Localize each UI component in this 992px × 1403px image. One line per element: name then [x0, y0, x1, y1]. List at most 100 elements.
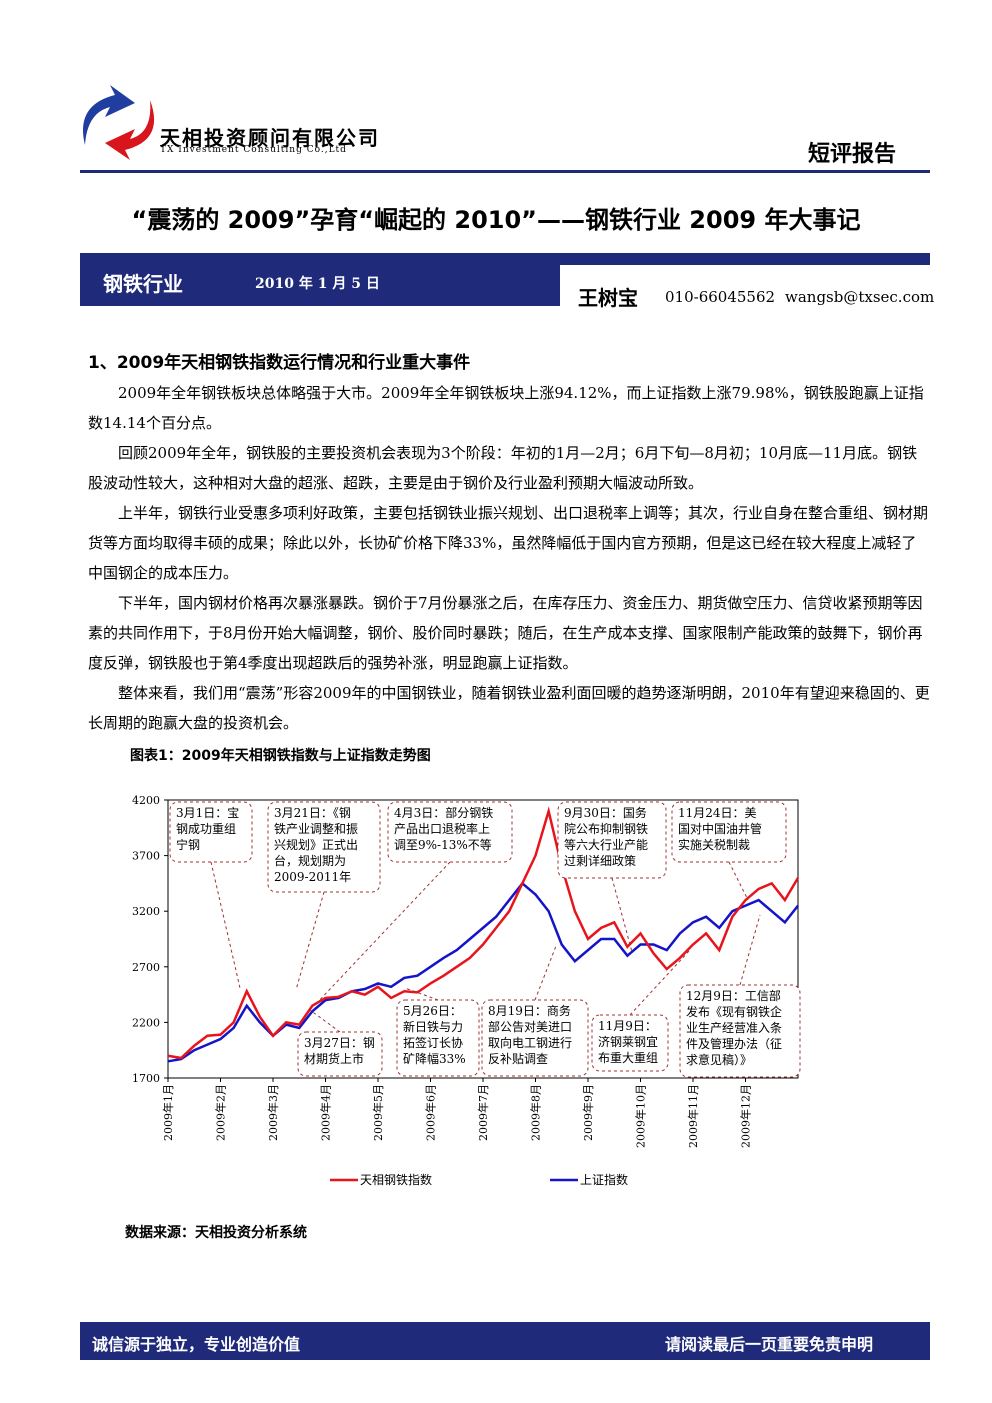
industry: 钢铁行业	[103, 272, 183, 296]
y-tick-label: 2700	[132, 961, 160, 974]
chart-title: 图表1：2009年天相钢铁指数与上证指数走势图	[130, 748, 431, 764]
annotation-text: 济钢莱钢宜	[598, 1034, 658, 1049]
paragraph: 下半年，国内钢材价格再次暴涨暴跌。钢价于7月份暴涨之后，在库存压力、资金压力、期…	[88, 594, 923, 672]
y-tick-label: 4200	[132, 794, 160, 807]
x-tick-label: 2009年9月	[581, 1084, 595, 1141]
x-tick-label: 2009年4月	[319, 1084, 333, 1141]
annotation-text: 5月26日：	[403, 1004, 462, 1018]
annotation-text: 3月1日：宝	[176, 806, 239, 820]
annotation-text: 取向电工钢进行	[488, 1035, 572, 1050]
annotation-text: 反补贴调查	[488, 1052, 548, 1066]
x-tick-label: 2009年12月	[739, 1084, 753, 1148]
annotation-text: 新日铁与力	[403, 1019, 463, 1034]
annotation-box	[679, 984, 801, 1078]
phone: 010-66045562	[665, 288, 776, 306]
annotation-box	[169, 801, 253, 863]
date: 2010 年 1 月 5 日	[255, 276, 380, 292]
annotation-text: 拓签订长协	[403, 1035, 463, 1050]
annotation-text: 12月9日：工信部	[686, 988, 781, 1003]
annotation-text: 院公布抑制钢铁	[564, 821, 648, 836]
annotation-text: 国对中国油井管	[678, 821, 762, 836]
annotation-text: 宁钢	[176, 837, 200, 852]
annotation-box	[671, 801, 787, 863]
y-tick-label: 3200	[132, 905, 160, 918]
annotation-text: 材期货上市	[304, 1051, 364, 1066]
y-tick-label: 3700	[132, 850, 160, 863]
annotation-text: 产品出口退税率上	[394, 821, 490, 836]
x-tick-label: 2009年6月	[424, 1084, 438, 1141]
y-tick-label: 2200	[132, 1016, 160, 1029]
annotation-pointer	[534, 945, 557, 1001]
annotation-box	[481, 999, 589, 1077]
banner	[80, 258, 560, 306]
series-line	[167, 806, 800, 1060]
company-name: 天相投资顾问有限公司	[160, 126, 380, 150]
x-tick-label: 2009年2月	[214, 1084, 228, 1141]
annotation-text: 2009-2011年	[274, 870, 351, 884]
footer-right: 请阅读最后一页重要免责申明	[665, 1335, 874, 1354]
annotation-pointer	[295, 891, 325, 991]
annotation-pointer	[739, 914, 761, 986]
chart: 1700 2200 2700 3200 3700 4200 2009年1月 2009年2月 20…	[132, 794, 801, 1187]
footer-left: 诚信源于独立，专业创造价值	[92, 1335, 301, 1354]
legend-label: 天相钢铁指数	[360, 1172, 432, 1187]
annotation-text: 过剩详细政策	[564, 853, 636, 868]
logo	[83, 85, 155, 160]
annotation-text: 台，规划期为	[274, 853, 346, 868]
annotation-text: 矿降幅33%	[403, 1051, 466, 1066]
annotation-text: 11月24日：美	[678, 806, 757, 820]
annotation-box	[396, 999, 480, 1077]
annotation-box	[591, 1014, 669, 1072]
annotation-text: 发布《现有钢铁企	[686, 1004, 782, 1019]
annotation-text: 部公告对美进口	[488, 1019, 572, 1034]
annotation-text: 求意见稿）》	[686, 1052, 752, 1067]
source: 数据来源：天相投资分析系统	[125, 1225, 307, 1241]
annotation-pointer	[629, 949, 691, 1016]
x-tick-label: 2009年3月	[266, 1084, 280, 1141]
annotation-box	[297, 1031, 383, 1077]
author: 王树宝	[578, 286, 638, 310]
report-title: “震荡的 2009”孕育“崛起的 2010”——钢铁行业 2009 年大事记	[131, 206, 861, 234]
footer-bar	[80, 1322, 930, 1360]
annotation-pointer	[728, 861, 749, 901]
annotation-pointer	[210, 861, 241, 989]
annotation-box	[387, 801, 513, 863]
annotation-text: 件及管理办法（征	[686, 1036, 782, 1051]
x-tick-label: 2009年5月	[371, 1084, 385, 1141]
x-tick-label: 2009年1月	[161, 1084, 175, 1141]
annotation-text: 业生产经营准入条	[686, 1021, 782, 1035]
annotation-text: 铁产业调整和振	[274, 821, 358, 836]
annotation-text: 11月9日：	[598, 1019, 657, 1033]
report-type: 短评报告	[808, 141, 897, 167]
annotation-box	[267, 801, 381, 893]
annotation-box	[557, 801, 667, 879]
legend-label: 上证指数	[580, 1172, 628, 1187]
annotation-text: 3月27日：钢	[304, 1036, 375, 1050]
y-tick-label: 1700	[132, 1072, 160, 1085]
annotation-text: 3月21日：《钢	[274, 806, 351, 820]
annotation-text: 4月3日：部分钢铁	[394, 805, 493, 820]
paragraph: 上半年，钢铁行业受惠多项利好政策，主要包括钢铁业振兴规划、出口退税率上调等；其次…	[88, 504, 929, 582]
x-tick-label: 2009年7月	[476, 1084, 490, 1141]
annotation-pointer	[314, 861, 451, 1006]
annotation-text: 兴规划》正式出	[274, 837, 358, 852]
x-tick-label: 2009年10月	[634, 1084, 648, 1148]
company-name-en: TX Investment Consulting Co.,Ltd	[160, 145, 347, 155]
header-rule	[80, 170, 930, 173]
x-tick-label: 2009年8月	[529, 1084, 543, 1141]
annotation-pointer	[611, 877, 633, 953]
annotation-text: 9月30日：国务	[564, 805, 647, 820]
annotation-text: 等六大行业产能	[564, 838, 648, 852]
annotation-text: 实施关税制裁	[678, 837, 750, 852]
annotation-text: 布重大重组	[598, 1051, 658, 1065]
annotation-text: 钢成功重组	[176, 822, 236, 836]
annotation-pointer	[309, 1009, 341, 1033]
email: wangsb@txsec.com	[785, 288, 935, 306]
paragraph: 2009年全年钢铁板块总体略强于大市。2009年全年钢铁板块上涨94.12%，而…	[88, 384, 924, 432]
paragraph: 回顾2009年全年，钢铁股的主要投资机会表现为3个阶段：年初的1月—2月；6月下…	[88, 444, 918, 492]
paragraph: 整体来看，我们用“震荡”形容2009年的中国钢铁业，随着钢铁业盈利面回暖的趋势逐…	[88, 684, 930, 732]
section-heading: 1、2009年天相钢铁指数运行情况和行业重大事件	[88, 353, 471, 373]
annotation-text: 调至9%-13%不等	[394, 838, 492, 852]
